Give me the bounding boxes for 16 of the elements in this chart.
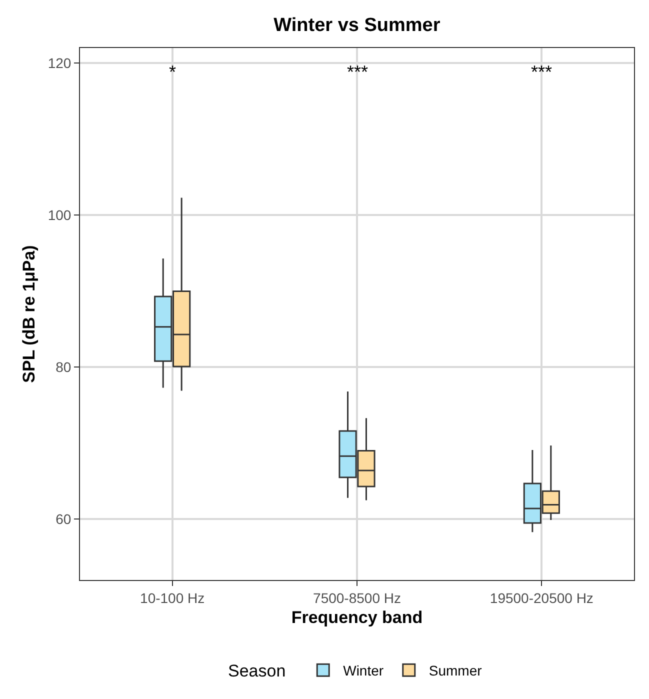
x-tick-label: 10-100 Hz xyxy=(140,590,205,606)
annotation: *** xyxy=(531,62,552,82)
y-tick-label: 60 xyxy=(56,511,72,528)
y-tick-label: 120 xyxy=(48,55,72,72)
y-axis-title: SPL (dB re 1μPa) xyxy=(19,245,38,383)
x-axis-title: Frequency band xyxy=(291,608,423,628)
x-tick-label: 7500-8500 Hz xyxy=(313,590,401,606)
x-tick-label: 19500-20500 Hz xyxy=(490,590,594,606)
y-tick-label: 80 xyxy=(56,359,72,376)
legend-label: Summer xyxy=(428,662,482,679)
chart-title: Winter vs Summer xyxy=(274,14,441,36)
y-tick-label: 100 xyxy=(48,207,72,224)
annotation: *** xyxy=(347,62,368,82)
legend-label: Winter xyxy=(343,662,384,679)
legend-title: Season xyxy=(228,662,296,681)
annotation: * xyxy=(169,62,176,82)
